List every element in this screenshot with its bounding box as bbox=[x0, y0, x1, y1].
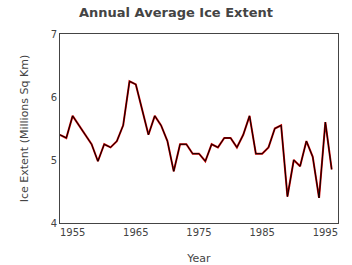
svg-text:Year: Year bbox=[186, 252, 211, 265]
svg-text:Ice Extent (Millions Sq Km): Ice Extent (Millions Sq Km) bbox=[18, 55, 31, 203]
svg-text:7: 7 bbox=[51, 29, 57, 40]
svg-text:1985: 1985 bbox=[249, 227, 274, 238]
svg-text:1975: 1975 bbox=[186, 227, 211, 238]
svg-text:6: 6 bbox=[51, 92, 57, 103]
svg-text:4: 4 bbox=[51, 218, 57, 229]
svg-text:1955: 1955 bbox=[60, 227, 85, 238]
svg-text:1965: 1965 bbox=[123, 227, 148, 238]
svg-text:5: 5 bbox=[51, 155, 57, 166]
svg-text:1995: 1995 bbox=[313, 227, 338, 238]
svg-text:Annual Average Ice Extent: Annual Average Ice Extent bbox=[79, 5, 273, 20]
